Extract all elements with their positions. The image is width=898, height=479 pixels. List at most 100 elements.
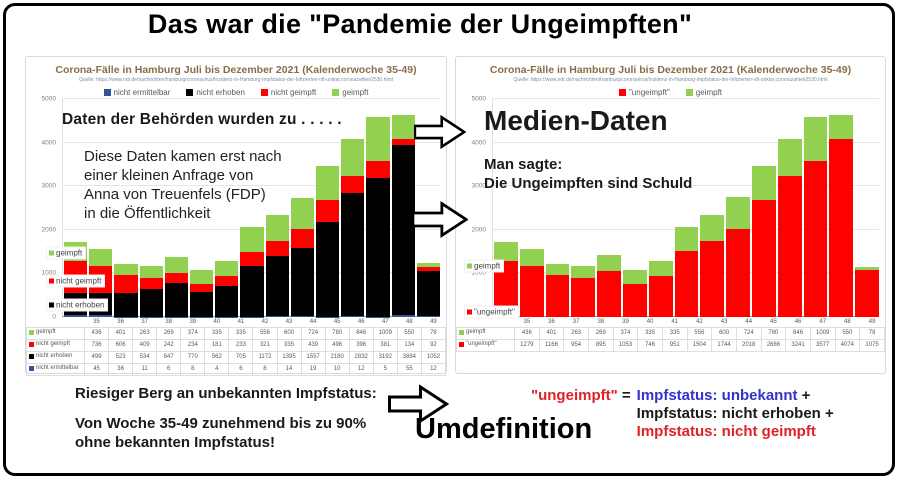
table-cell: 3884 <box>396 351 422 364</box>
week-label: 37 <box>572 319 580 325</box>
bar-segment <box>829 139 854 317</box>
y-tick-label: 4000 <box>471 139 486 147</box>
bar-segment <box>391 115 415 140</box>
note-line-1: Riesiger Berg an unbekannten Impfstatus: <box>75 385 377 402</box>
row-label-text: "ungeimpft" <box>466 341 497 347</box>
week-label: 36 <box>548 319 555 325</box>
bottom-note: Riesiger Berg an unbekannten Impfstatus:… <box>75 385 397 452</box>
bar-segment <box>290 316 315 317</box>
bar-week-47 <box>803 117 828 317</box>
row-label: nicht geimpft <box>26 339 85 352</box>
week-header-row: 35 36 37 38 39 40 41 42 43 44 45 46 47 48 49 <box>457 318 885 328</box>
table-cell: 4 <box>204 363 230 376</box>
bar-segment <box>114 263 138 276</box>
table-cell: 401 <box>538 327 565 340</box>
bar-week-38 <box>571 266 596 317</box>
table-cell: 78 <box>859 327 885 340</box>
bar-segment <box>215 286 239 317</box>
bar-segment <box>139 266 163 278</box>
table-cell: 19 <box>300 363 326 376</box>
week-label: 41 <box>237 319 245 325</box>
week-label: 37 <box>141 319 148 325</box>
chart-source-url: Quelle: https://www.ndr.de/nachrichten/h… <box>78 77 394 83</box>
bar-week-37 <box>545 263 570 317</box>
row-label-text: geimpft <box>36 329 56 335</box>
y-tick-label: 1000 <box>26 270 56 277</box>
bar-segment <box>164 256 189 273</box>
week-label: 41 <box>671 319 679 325</box>
table-cell: 2832 <box>348 351 374 364</box>
bar-segment <box>341 175 365 194</box>
bar-week-44 <box>290 197 315 317</box>
table-cell: 374 <box>612 327 639 340</box>
table-cell: 1009 <box>809 327 836 340</box>
table-cell: 321 <box>252 339 278 352</box>
definition-term-group: "ungeimpft" = <box>531 387 631 441</box>
y-tick-label: 2000 <box>41 226 56 234</box>
table-cell: 335 <box>204 327 230 340</box>
row-label: "ungeimpft" <box>456 339 515 352</box>
bar-segment <box>391 139 415 146</box>
definition-lines: Impfstatus: unbekannt + Impfstatus: nich… <box>637 387 834 441</box>
table-cell: 374 <box>180 327 206 340</box>
bar-segment <box>674 227 699 252</box>
table-cell: 1744 <box>711 339 737 352</box>
table-cell: 10 <box>324 363 350 376</box>
y-tick-label: 4000 <box>41 139 56 147</box>
bar-segment <box>316 165 340 200</box>
table-cell: 2018 <box>735 339 762 352</box>
annotation-headline: Daten der Behörden wurden zu . . . . . <box>62 111 342 128</box>
row-swatch <box>29 342 34 347</box>
table-cell: 234 <box>180 339 206 352</box>
bar-week-43 <box>265 214 289 317</box>
bar-segment <box>341 138 365 176</box>
table-row: nicht geimpft 736 606 409 242 234 181 233 321 335… <box>26 339 447 352</box>
bar-segment <box>777 175 802 317</box>
table-row: nicht erhoben 499 523 534 647 770 562 705 1172 13… <box>26 351 447 364</box>
bar-segment <box>341 316 365 317</box>
row-label-inner: geimpft <box>459 329 486 338</box>
table-cell: 3241 <box>785 339 811 352</box>
definition-line-1: Impfstatus: unbekannt + <box>637 387 834 405</box>
bar-segment <box>416 263 441 267</box>
bar-week-45 <box>751 165 776 317</box>
table-cell: 45 <box>83 363 110 376</box>
week-label: 49 <box>430 319 437 325</box>
bar-segment <box>648 260 673 276</box>
table-row: geimpft 436 401 263 269 374 335 335 556 600 724 780… <box>456 327 885 340</box>
y-tick-label: 0 <box>52 313 56 321</box>
redefinition-formula: "ungeimpft" = Impfstatus: unbekannt + Im… <box>531 387 834 441</box>
table-cell: 134 <box>396 339 422 352</box>
table-cell: 1395 <box>276 351 302 364</box>
row-label-inner: nicht ermittelbar <box>29 365 79 374</box>
table-cell: 780 <box>760 327 787 340</box>
row-swatch <box>459 330 464 335</box>
page-title: Das war die "Pandemie der Ungeimpften" <box>147 9 693 39</box>
y-tick-label: 3000 <box>471 182 486 190</box>
week-label: 49 <box>868 319 876 325</box>
bar-segment <box>265 240 289 256</box>
bar-segment <box>545 275 570 317</box>
table-cell: 600 <box>711 327 737 340</box>
bar-week-41 <box>648 260 673 317</box>
legend-item: geimpft <box>685 88 722 97</box>
bar-week-48 <box>829 115 854 317</box>
week-label: 44 <box>745 319 753 325</box>
note-line-2: Von Woche 35-49 zunehmend bis zu 90% ohn… <box>75 415 367 451</box>
week-label: 48 <box>844 319 851 325</box>
behoerden-chart-panel: Corona-Fälle in Hamburg Juli bis Dezembe… <box>25 56 447 376</box>
row-label-inner: nicht erhoben <box>29 353 72 362</box>
bar-segment <box>89 315 113 317</box>
bar-segment <box>64 315 88 317</box>
table-cell: 263 <box>132 327 158 340</box>
row-swatch <box>459 342 464 347</box>
table-cell: 401 <box>108 327 134 340</box>
table-cell: 2686 <box>760 339 787 352</box>
bar-segment <box>571 266 596 278</box>
table-cell: 523 <box>108 351 134 364</box>
legend-swatch <box>685 88 693 96</box>
table-cell: 1075 <box>859 339 885 352</box>
bar-segment <box>265 316 289 317</box>
chart-legend: nicht ermittelbar nicht erhoben nicht geim… <box>26 87 446 97</box>
